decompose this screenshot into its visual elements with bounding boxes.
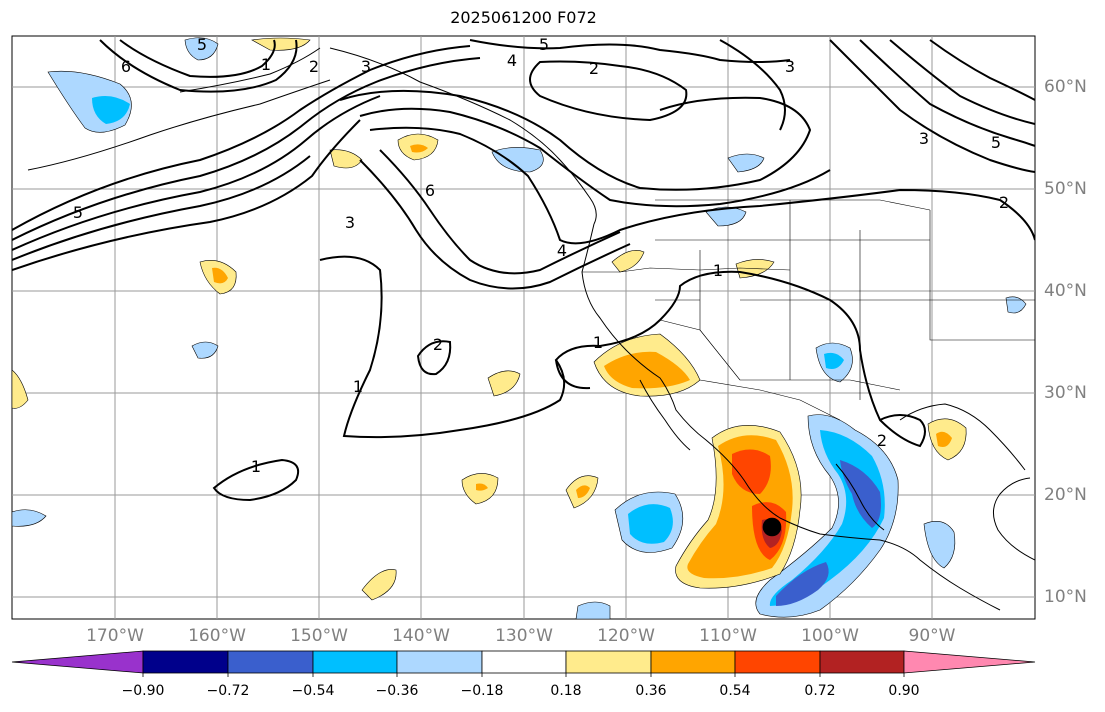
latitude-label: 50°N xyxy=(1044,179,1087,199)
colorbar-tick-label: −0.90 xyxy=(121,683,165,699)
negative-area xyxy=(705,206,747,227)
colorbar-tick-label: −0.72 xyxy=(206,683,250,699)
graticule xyxy=(12,36,1035,619)
positive-area xyxy=(12,369,29,409)
contour-label: 6 xyxy=(425,181,435,200)
contour-label: 2 xyxy=(309,57,319,76)
positive-core xyxy=(410,144,428,153)
contour-label: 3 xyxy=(919,129,929,148)
shaded-anomalies xyxy=(12,37,1027,619)
positive-area xyxy=(611,250,645,273)
contour-label: 1 xyxy=(713,261,723,280)
contour-label: 3 xyxy=(345,213,355,232)
colorbar-segment xyxy=(312,650,398,674)
contour-label: 2 xyxy=(877,431,887,450)
colorbar-tick-label: 0.90 xyxy=(888,683,920,699)
negative-core xyxy=(92,96,130,124)
colorbar-tick-label: 0.54 xyxy=(719,683,751,699)
negative-area xyxy=(727,153,765,173)
colorbar-segment xyxy=(142,650,229,674)
positive-area xyxy=(361,569,397,601)
negative-core xyxy=(628,504,673,544)
contour-label: 4 xyxy=(507,51,517,70)
colorbar-segment xyxy=(650,650,736,674)
colorbar-tick-label: −0.36 xyxy=(375,683,419,699)
latitude-label: 20°N xyxy=(1044,485,1087,505)
negative-deep-core xyxy=(840,460,881,528)
colorbar-extend-high xyxy=(903,650,1036,674)
coastlines xyxy=(27,47,1035,611)
positive-core xyxy=(212,267,228,284)
longitude-label: 110°W xyxy=(699,626,757,646)
contour-label: 1 xyxy=(251,457,261,476)
longitude-label: 160°W xyxy=(188,626,246,646)
colorbar-segment xyxy=(396,650,483,674)
colorbar-tick-label: −0.18 xyxy=(460,683,504,699)
negative-area xyxy=(184,37,219,61)
negative-area xyxy=(191,341,219,359)
contour-label: 6 xyxy=(121,57,131,76)
longitude-label: 140°W xyxy=(392,626,450,646)
figure-title: 2025061200 F072 xyxy=(450,8,597,27)
contour-label: 5 xyxy=(197,35,207,54)
longitude-label: 130°W xyxy=(495,626,553,646)
longitude-label: 90°W xyxy=(908,626,956,646)
contour-label: 2 xyxy=(589,59,599,78)
negative-area xyxy=(12,509,47,527)
contour-label: 2 xyxy=(433,335,443,354)
longitude-label: 170°W xyxy=(86,626,144,646)
latitude-label: 40°N xyxy=(1044,281,1087,301)
negative-area xyxy=(1005,296,1027,314)
contour-label: 2 xyxy=(999,193,1009,212)
longitude-label: 100°W xyxy=(801,626,859,646)
negative-area xyxy=(923,521,956,569)
colorbar-tick-label: −0.54 xyxy=(291,683,335,699)
colorbar-tick-label: 0.72 xyxy=(804,683,836,699)
contour-labels: 5 4 2 3 2 1 6 5 3 6 3 5 4 3 2 1 2 1 1 1 … xyxy=(73,35,1009,476)
positive-core xyxy=(476,483,488,491)
positive-area xyxy=(487,370,521,397)
positive-core xyxy=(936,431,952,447)
contour-label: 1 xyxy=(261,55,271,74)
contour-label: 5 xyxy=(991,133,1001,152)
political-borders xyxy=(582,199,1035,421)
contour-label: 1 xyxy=(593,333,603,352)
latitude-label: 30°N xyxy=(1044,383,1087,403)
latitude-label: 60°N xyxy=(1044,77,1087,97)
colorbar-extend-low xyxy=(11,650,144,674)
positive-core xyxy=(576,485,590,498)
contour-label: 5 xyxy=(73,203,83,222)
longitude-label: 120°W xyxy=(597,626,655,646)
contour-label: 4 xyxy=(557,241,567,260)
longitude-label: 150°W xyxy=(290,626,348,646)
colorbar-tick-label: 0.36 xyxy=(635,683,667,699)
positive-area xyxy=(329,149,363,169)
colorbar-tick-label: 0.18 xyxy=(550,683,582,699)
colorbar-segment xyxy=(227,650,314,674)
negative-area xyxy=(491,147,544,173)
positive-strong xyxy=(732,449,771,494)
negative-core xyxy=(824,352,844,369)
negative-deep-core xyxy=(776,562,829,606)
contour-label: 5 xyxy=(539,35,549,54)
contour-label: 3 xyxy=(785,57,795,76)
colorbar xyxy=(11,650,1036,677)
contour-lines xyxy=(12,39,1035,502)
colorbar-segment xyxy=(819,650,905,674)
colorbar-segment xyxy=(565,650,652,674)
colorbar-segment xyxy=(481,650,567,674)
latitude-label: 10°N xyxy=(1044,587,1087,607)
contour-label: 1 xyxy=(353,377,363,396)
positive-core xyxy=(604,351,690,389)
contour-label: 3 xyxy=(361,57,371,76)
peak-marker xyxy=(762,517,782,537)
colorbar-segment xyxy=(734,650,821,674)
negative-area xyxy=(575,601,611,619)
